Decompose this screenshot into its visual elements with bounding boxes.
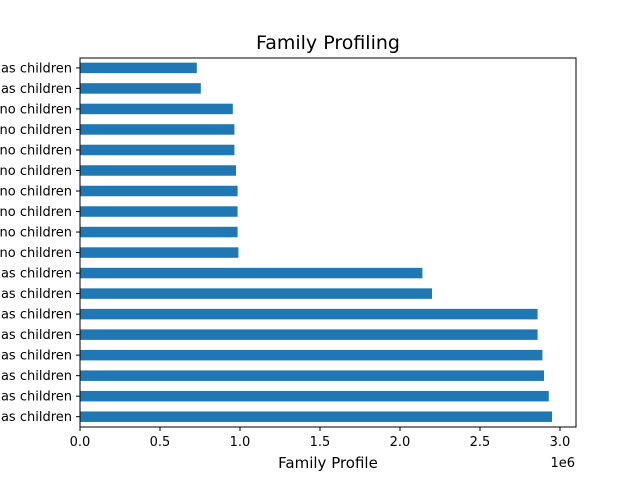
bar: [80, 185, 238, 197]
y-tick-label: as children: [1, 369, 72, 384]
x-axis: 0.0 0.5 1.0 1.5 2.0 2.5 3.0: [70, 427, 571, 450]
bar: [80, 329, 538, 340]
x-tick-label: 1.5: [310, 435, 331, 450]
y-tick-label: as children: [1, 349, 72, 364]
bar: [80, 370, 544, 381]
bar: [80, 267, 423, 279]
bar: [80, 288, 432, 299]
y-axis: as children as children as children as chil…: [0, 61, 80, 425]
y-tick-label: no children: [0, 123, 72, 138]
y-tick-label: as children: [1, 390, 72, 405]
y-tick-label: no children: [0, 185, 72, 200]
x-tick-label: 0.0: [70, 435, 91, 450]
bar: [80, 124, 235, 135]
bar: [80, 144, 235, 156]
y-tick-label: no children: [0, 143, 72, 158]
bar: [80, 83, 201, 94]
bar: [80, 226, 238, 238]
bar: [80, 308, 538, 320]
y-tick-label: no children: [0, 164, 72, 179]
x-tick-label: 2.5: [470, 435, 491, 450]
bar: [80, 349, 543, 361]
y-tick-label: no children: [0, 205, 72, 220]
bar: [80, 62, 197, 74]
y-tick-label: no children: [0, 246, 72, 261]
y-tick-label: as children: [1, 287, 72, 302]
y-tick-label: no children: [0, 226, 72, 241]
bar: [80, 206, 238, 217]
chart-title: Family Profiling: [256, 32, 400, 54]
y-tick-label: no children: [0, 102, 72, 117]
x-tick-label: 1.0: [230, 435, 251, 450]
y-tick-label: as children: [1, 328, 72, 343]
y-tick-label: as children: [1, 61, 72, 76]
y-tick-label: as children: [1, 82, 72, 97]
x-tick-label: 2.0: [390, 435, 411, 450]
y-tick-label: as children: [1, 267, 72, 282]
bar: [80, 411, 552, 422]
bar: [80, 390, 549, 402]
x-tick-label: 0.5: [150, 435, 171, 450]
x-tick-label: 3.0: [550, 435, 571, 450]
bars-group: [80, 62, 552, 422]
x-axis-label: Family Profile: [278, 454, 378, 472]
bar: [80, 165, 236, 176]
plot-frame: [79, 57, 577, 428]
y-tick-label: as children: [1, 308, 72, 323]
bar: [80, 247, 239, 258]
y-tick-label: as children: [1, 410, 72, 425]
x-axis-offset-label: 1e6: [550, 456, 575, 471]
bar: [80, 103, 233, 115]
